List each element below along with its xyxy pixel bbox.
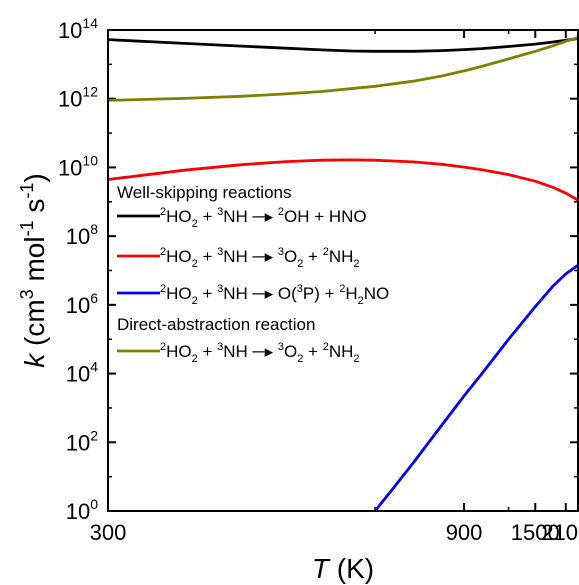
legend-label-ws2: 2HO2 + 3NH ─▸ 3O2 + 2NH2 [160,246,360,270]
x-tick-label: 2100 [541,520,579,545]
series-line-ws2 [107,158,579,202]
legend-label-ws3: 2HO2 + 3NH ─▸ O(3P) + 2H2NO [160,283,389,307]
y-tick-label: 100 [66,496,98,524]
x-axis-ticks: 300 900 15002100 [90,30,579,545]
y-tick-label: 102 [66,427,98,455]
reaction-arrow-icon: ─▸ [248,284,278,303]
y-tick-label: 104 [66,359,98,387]
x-tick-label: 900 [446,520,483,545]
legend-heading-well-skipping: Well-skipping reactions [117,183,291,202]
reaction-arrow-icon: ─▸ [248,342,278,361]
x-tick-label: 1500 [511,520,560,545]
legend-label-ws1: 2HO2 + 3NH ─▸ 2OH + HNO [160,206,367,230]
plot-frame [107,29,579,512]
x-axis-title: T (K) [312,553,374,584]
y-tick-label: 1014 [58,15,98,43]
series-line-ws3 [373,264,579,512]
reaction-arrow-icon: ─▸ [248,247,278,266]
y-axis-ticks: 100 102 104 106 108 1010 1012 1014 [58,15,578,524]
legend: Well-skipping reactions Direct-abstractio… [117,183,389,365]
y-tick-label: 108 [66,221,98,249]
y-tick-label: 1012 [58,84,98,112]
y-tick-label: 106 [66,290,98,318]
y-axis-title: k (cm3 mol-1 s-1) [17,173,50,368]
y-axis-label: k (cm3 mol-1 s-1) [17,173,50,368]
x-axis-label: T (K) [312,553,374,584]
series-line-ws1 [107,37,579,53]
reaction-arrow-icon: ─▸ [248,207,278,226]
plot-lines [107,36,579,512]
series-line-da1 [107,36,579,102]
y-tick-label: 1010 [58,152,98,180]
x-tick-label: 300 [90,520,127,545]
legend-heading-direct-abstraction: Direct-abstraction reaction [117,315,315,334]
legend-label-da1: 2HO2 + 3NH ─▸ 3O2 + 2NH2 [160,341,360,365]
